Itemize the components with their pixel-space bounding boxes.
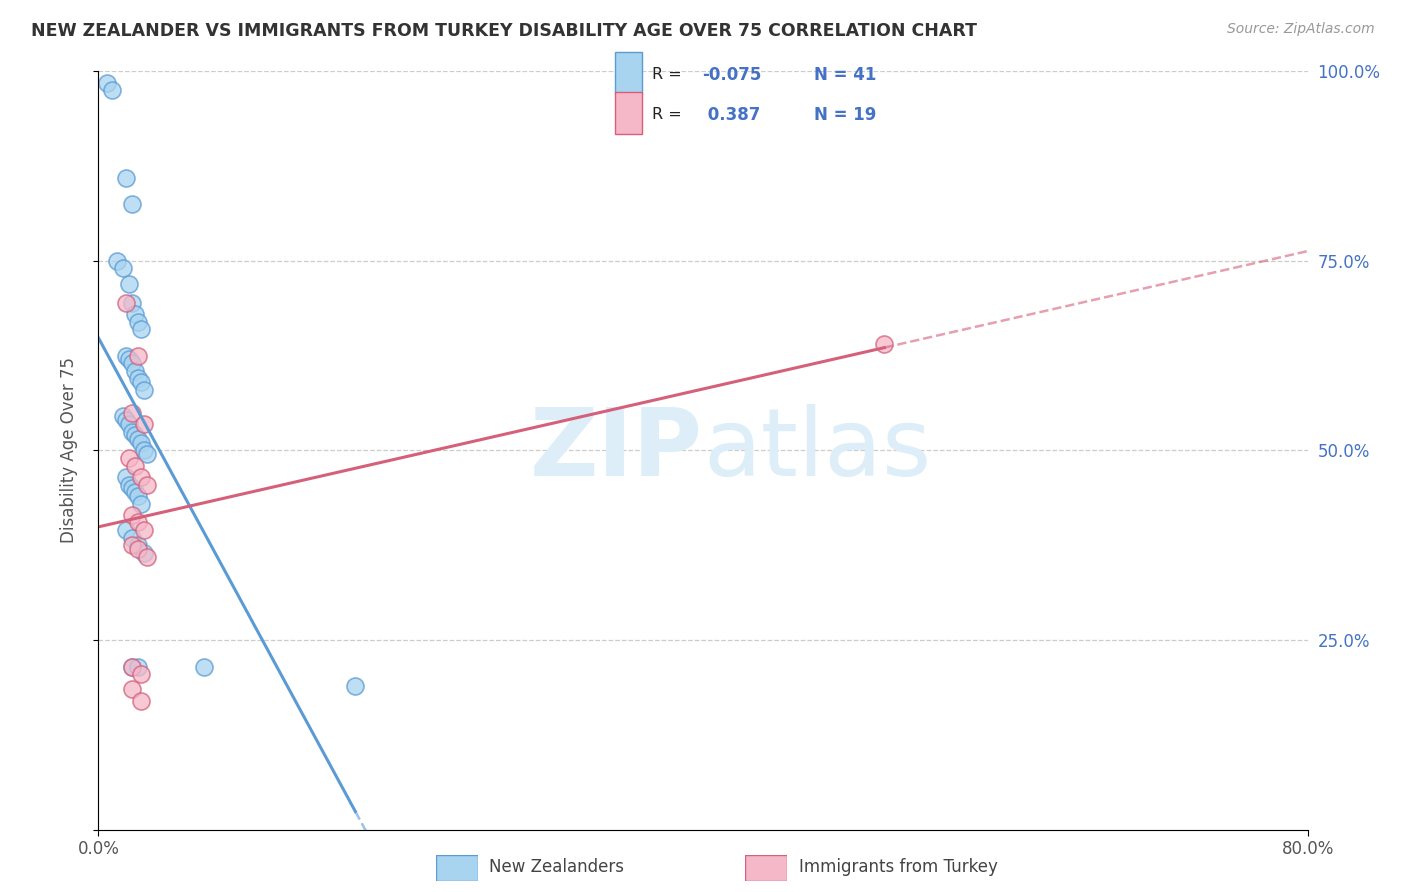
Point (129, 470, 152, 484)
Point (121, 508, 143, 522)
Point (114, 295, 136, 310)
Point (135, 477, 157, 491)
Point (127, 349, 149, 363)
Point (105, 253, 128, 268)
Point (344, 678, 367, 692)
Point (127, 432, 149, 446)
Point (129, 667, 152, 681)
Point (127, 538, 149, 552)
Point (118, 277, 141, 291)
Point (121, 295, 143, 310)
Point (118, 477, 141, 491)
Point (118, 417, 141, 431)
Point (127, 371, 149, 385)
Y-axis label: Disability Age Over 75: Disability Age Over 75 (59, 358, 77, 543)
Point (127, 516, 149, 530)
Point (121, 356, 143, 370)
Point (127, 659, 149, 673)
Text: N = 41: N = 41 (814, 66, 876, 84)
Point (96, 76, 118, 90)
Point (121, 659, 143, 673)
Point (121, 425, 143, 439)
Point (132, 546, 155, 560)
Point (114, 523, 136, 537)
Point (121, 538, 143, 552)
Point (121, 482, 143, 496)
Point (127, 489, 149, 503)
Point (129, 376, 152, 390)
Point (121, 531, 143, 545)
Point (129, 436, 152, 450)
Text: Immigrants from Turkey: Immigrants from Turkey (799, 858, 997, 876)
Point (114, 170, 136, 185)
Point (193, 659, 215, 673)
Point (135, 447, 157, 461)
Text: 0.387: 0.387 (703, 105, 761, 123)
Text: R =: R = (652, 107, 686, 122)
Point (132, 523, 155, 537)
Bar (614, 92, 641, 134)
Text: N = 19: N = 19 (814, 105, 876, 123)
Text: R =: R = (652, 67, 686, 82)
Point (114, 470, 136, 484)
Point (124, 458, 146, 473)
Point (127, 542, 149, 557)
Text: NEW ZEALANDER VS IMMIGRANTS FROM TURKEY DISABILITY AGE OVER 75 CORRELATION CHART: NEW ZEALANDER VS IMMIGRANTS FROM TURKEY … (31, 22, 977, 40)
Text: New Zealanders: New Zealanders (489, 858, 624, 876)
Point (121, 659, 143, 673)
Text: -0.075: -0.075 (703, 66, 762, 84)
Point (118, 352, 141, 367)
Point (124, 307, 146, 321)
Point (135, 549, 157, 564)
Text: ZIP: ZIP (530, 404, 703, 497)
Point (873, 337, 896, 351)
Point (118, 451, 141, 466)
Point (127, 314, 149, 328)
Point (129, 694, 152, 708)
Text: atlas: atlas (703, 404, 931, 497)
Point (111, 409, 134, 424)
Point (132, 383, 155, 397)
Point (121, 405, 143, 420)
Point (132, 443, 155, 458)
Point (124, 485, 146, 500)
Point (121, 197, 143, 211)
Point (114, 413, 136, 427)
Point (114, 349, 136, 363)
Point (124, 428, 146, 442)
Point (111, 261, 134, 276)
Point (129, 322, 152, 336)
Point (129, 496, 152, 510)
Point (101, 83, 124, 97)
Point (121, 682, 143, 697)
Point (124, 364, 146, 378)
Text: Source: ZipAtlas.com: Source: ZipAtlas.com (1227, 22, 1375, 37)
Bar (614, 53, 641, 95)
Point (132, 417, 155, 431)
